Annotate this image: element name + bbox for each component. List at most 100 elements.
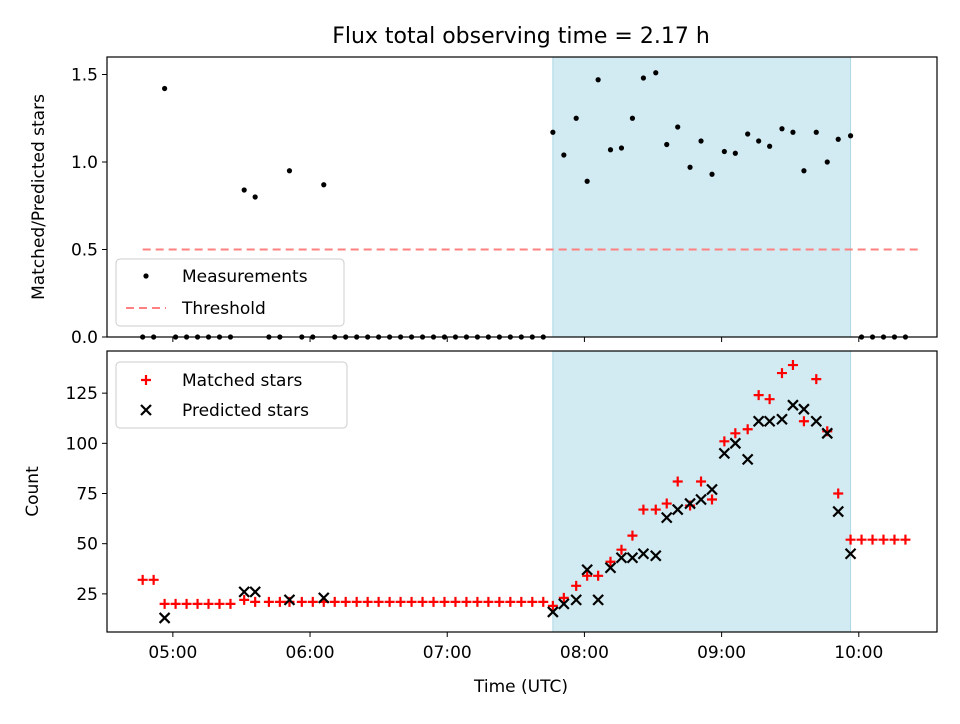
legend-marker-measurements [143,273,149,279]
ratio-point [687,164,693,170]
count-point [671,503,684,516]
count-point [239,594,250,605]
ratio-y-axis-label: Matched/Predicted stars [29,94,49,300]
count-point [821,427,834,440]
x-tick-label: 07:00 [423,643,472,663]
ratio-observing-window [552,56,852,338]
ratio-point [835,136,841,142]
count-point [763,415,776,428]
count-point [317,592,330,604]
count-y-axis-label: Count [23,466,43,517]
count-y-tick-label: 100 [66,434,98,454]
count-point [615,551,628,564]
count-point [527,596,538,607]
ratio-point [640,75,647,81]
count-point [250,596,261,607]
count-point [776,368,787,379]
count-point [605,556,616,567]
legend-box [115,258,345,327]
count-point [593,570,604,581]
ratio-y-tick-label: 0.5 [71,241,98,261]
count-point [214,598,225,609]
count-point [274,596,285,607]
count-point [672,476,683,487]
count-point [571,580,582,591]
count-point [137,574,148,585]
count-point [729,437,742,450]
count-point [225,598,236,609]
count-point [741,453,754,466]
count-point [752,415,765,428]
ratio-point [550,129,556,135]
x-tick-label: 05:00 [148,643,197,663]
count-y-tick-label: 50 [76,535,98,555]
count-point [547,600,558,611]
ratio-point [584,178,590,184]
count-point [158,612,171,624]
legend-marker-matched [141,375,151,385]
count-point [798,403,810,415]
count-point [249,586,261,598]
ratio-point [721,148,727,155]
count-point [494,596,505,607]
count-point [706,483,718,496]
count-point [684,497,696,510]
count-point [833,488,844,499]
ratio-point [779,126,785,132]
ratio-point [756,138,762,144]
ratio-point [653,70,659,76]
count-point [604,561,617,574]
count-point [844,547,857,560]
ratio-point [629,115,636,121]
count-point [742,424,753,435]
count-point [787,360,798,371]
count-point [696,476,707,487]
count-point [181,598,192,609]
count-point [428,596,439,607]
panel-counts: 25 50 75 100 125 05:00 06:00 07:00 08:00 09:00 10:… [23,350,938,663]
x-tick-label: 10:00 [834,643,883,663]
count-point [660,511,673,524]
count-point [798,416,809,427]
count-point [203,598,214,609]
ratio-point [321,182,327,188]
count-point [558,592,569,603]
count-point [776,413,788,426]
count-y-tick-label: 125 [66,384,98,404]
count-point [395,596,406,607]
count-point [483,596,494,607]
panel-ratio: 0.0 0.5 1.0 1.5 Matched/Predicted stars Measu… [29,56,938,348]
ratio-point [813,129,819,135]
count-point [787,399,799,411]
ratio-point [162,85,168,92]
ratio-point [561,152,567,158]
legend-ratio: Measurements Threshold [115,258,345,327]
count-point [406,596,417,607]
ratio-point [745,131,751,137]
count-point [570,594,582,606]
ratio-point [801,168,807,174]
count-point [764,394,775,405]
count-point [384,596,395,607]
count-point [340,596,351,607]
count-point [538,596,549,607]
ratio-point [698,138,704,144]
count-point [307,596,318,607]
count-point [753,390,764,401]
ratio-y-tick-label: 0.0 [71,328,98,348]
count-point [649,549,662,562]
count-point [718,447,731,460]
count-point [592,594,604,606]
count-point [638,504,649,515]
count-point [192,598,203,609]
legend-label-matched: Matched stars [182,371,302,391]
legend-label-measurements: Measurements [182,267,308,287]
ratio-point [241,187,247,193]
ratio-point [767,143,773,149]
count-point [889,534,900,545]
ratio-point [286,168,293,174]
count-point [730,428,741,439]
count-point [900,534,911,545]
ratio-point [732,150,738,156]
